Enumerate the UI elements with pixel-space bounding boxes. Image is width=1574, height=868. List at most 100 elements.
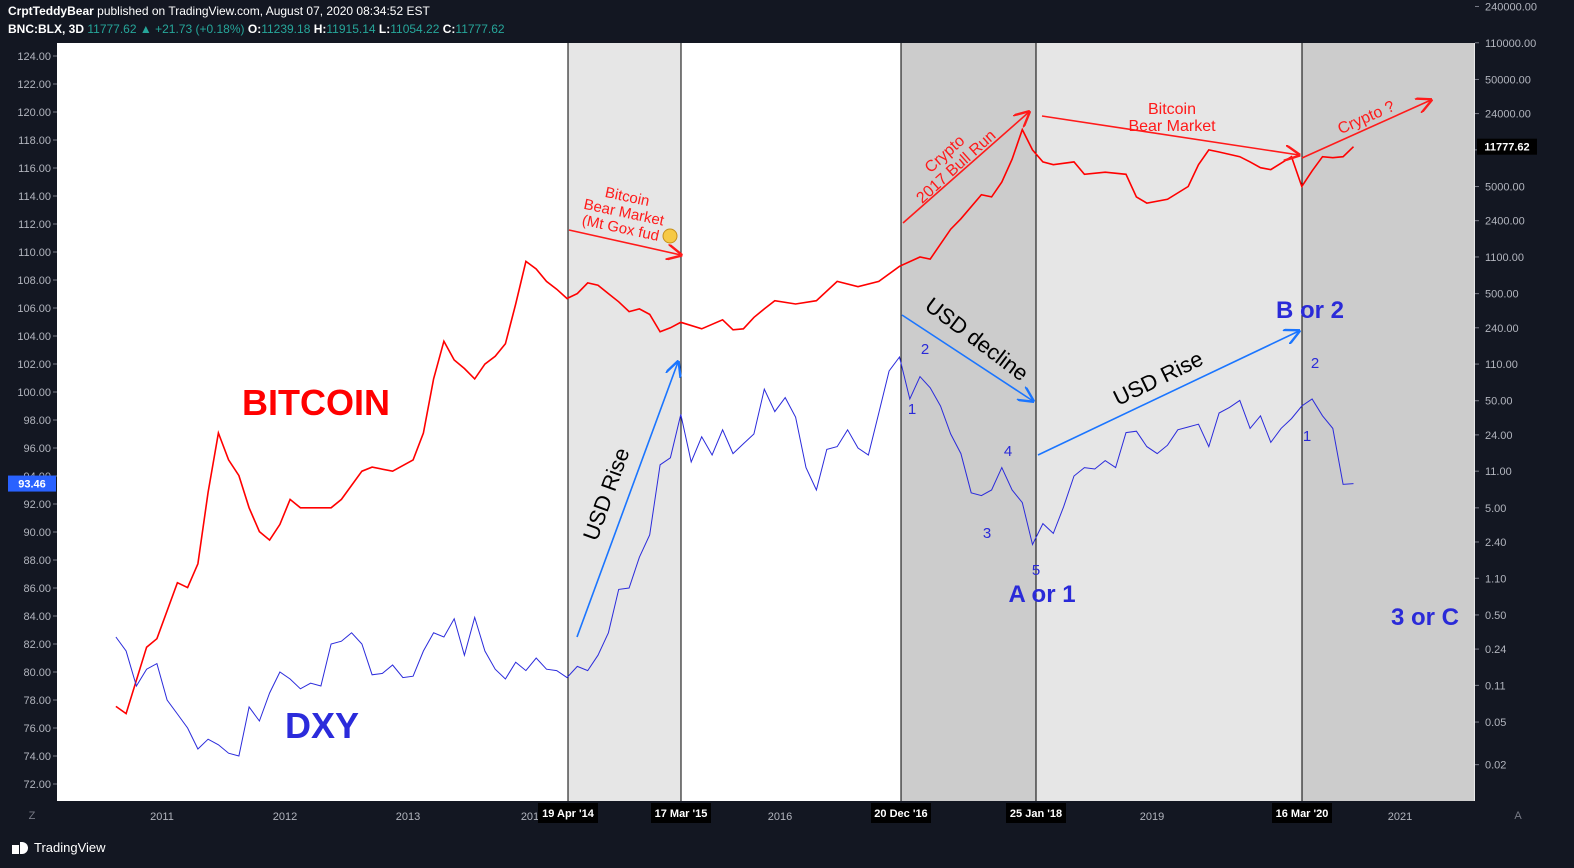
left-tick-label-19: 86.00 [23,583,51,595]
left-tick-label-11: 102.00 [17,359,51,371]
right-tick-label-11: 50.00 [1485,396,1513,408]
chart-area[interactable]: 1 24.00 122.00 120.00 118.00 116.00 114.00 112.… [0,0,1574,834]
left-tick-label-13: 98.00 [23,415,51,427]
arrow-crypto-question [1301,100,1431,159]
date-marker-label-4: 16 Mar '20 [1276,808,1329,820]
left-tick-label-3: 118.00 [18,135,51,147]
annotation-b-or-2: B or 2 [1276,297,1344,324]
open-value: 11239.18 [261,22,311,36]
x-tick-label-2: 2013 [396,811,420,823]
wave-label-4: 5 [1032,562,1040,579]
date-marker-label-1: 17 Mar '15 [655,808,708,820]
left-tick-label-4: 116.00 [18,163,51,175]
date-marker-label-0: 19 Apr '14 [542,808,595,820]
symbol[interactable]: BNC:BLX, 3D [8,22,85,36]
left-tick-label-18: 88.00 [23,555,51,567]
x-tick-label-0: 2011 [150,811,174,823]
left-tick-label-21: 82.00 [23,639,51,651]
left-tick-label-22: 80.00 [23,667,51,679]
left-tick-label-9: 106.00 [17,303,51,315]
wave-label-1: 2 [921,341,929,358]
left-tick-label-17: 90.00 [23,527,51,539]
right-tick-label-12: 24.00 [1485,430,1513,442]
up-arrow-icon: ▲ [139,22,152,36]
arrow-bitcoin-bear-2014 [568,229,681,255]
shaded-region-1 [568,43,681,801]
left-tick-label-20: 84.00 [23,611,51,623]
date-marker-box-0 [538,803,598,823]
left-tick-label-1: 122.00 [17,79,51,91]
tradingview-logo-icon [12,841,28,854]
left-tick-label-12: 100.00 [17,387,51,399]
arrow-usd-decline [901,314,1033,401]
left-tick-label-10: 104.00 [17,331,51,343]
right-tick-label-2: 50000.00 [1485,74,1531,86]
right-tick-label-17: 0.50 [1485,610,1506,622]
dxy-current-value: 93.46 [18,479,46,491]
right-tick-label-5: 5000.00 [1485,182,1525,194]
right-tick-label-0: 240000.00 [1485,1,1537,13]
x-tick-label-1: 2012 [273,811,297,823]
date-marker-box-3 [1006,803,1066,823]
left-tick-label-24: 76.00 [23,723,51,735]
tradingview-brand: TradingView [34,840,106,855]
published-text: published on TradingView.com, August 07,… [97,4,430,18]
dxy-series-line [115,355,1354,757]
left-tick-label-25: 74.00 [23,751,51,763]
right-tick-label-1: 110000.00 [1485,38,1536,50]
left-tick-label-2: 120.00 [17,107,51,119]
right-tick-label-21: 0.02 [1485,760,1506,772]
right-tick-label-6: 2400.00 [1485,216,1525,228]
annotation-bitcoin-bear-2018-line-1: Bear Market [1128,118,1216,135]
low-label: L: [378,22,391,36]
right-tick-label-13: 11.00 [1485,466,1512,478]
dxy-label: DXY [285,705,359,746]
publisher-name[interactable]: CrptTeddyBear [8,4,94,18]
annotation-3-or-c: 3 or C [1391,604,1459,631]
date-marker-label-2: 20 Dec '16 [874,808,927,820]
left-tick-label-23: 78.00 [23,695,51,707]
x-tick-label-3: 201 [521,811,539,823]
right-tick-label-3: 24000.00 [1485,109,1531,121]
wave-label-3: 4 [1004,443,1012,460]
z-button: Z [29,810,36,822]
wave-label-0: 1 [908,401,916,418]
footer [0,834,1574,868]
x-tick-label-5: 2019 [1140,811,1164,823]
left-tick-label-6: 112.00 [18,219,51,231]
date-marker-box-2 [871,803,931,823]
a-button: A [1514,810,1522,822]
bitcoin-current-box [1477,138,1537,155]
bitcoin-series-line [115,127,1355,715]
right-tick-label-20: 0.05 [1485,717,1506,729]
right-tick-label-18: 0.24 [1485,644,1506,656]
right-tick-label-19: 0.11 [1485,680,1506,692]
wave-label-5: 1 [1303,428,1311,445]
high-value: 11915.14 [326,22,376,36]
left-tick-label-16: 92.00 [23,499,51,511]
last-price: 11777.62 [87,22,137,36]
wave-label-6: 2 [1311,355,1319,372]
date-marker-box-4 [1272,803,1332,823]
close-value: 11777.62 [455,22,505,36]
date-marker-box-1 [651,803,711,823]
emoji-face-icon [662,228,678,244]
right-tick-label-9: 240.00 [1485,323,1519,335]
arrow-crypto-bull-2017 [902,112,1029,224]
symbol-line: BNC:BLX, 3D 11777.62 ▲ +21.73 (+0.18%) O… [8,22,505,36]
arrow-usd-rise-1 [576,362,678,638]
arrow-usd-rise-2 [1037,331,1299,456]
left-tick-label-5: 114.00 [18,191,51,203]
date-marker-label-3: 25 Jan '18 [1010,808,1062,820]
left-tick-label-14: 96.00 [23,443,51,455]
tradingview-logo[interactable]: TradingView [12,840,106,855]
arrow-bitcoin-bear-2018 [1041,115,1299,155]
left-tick-label-8: 108.00 [17,275,51,287]
annotation-bitcoin-bear-2018-line-0: Bitcoin [1148,101,1196,118]
bitcoin-current-value: 11777.62 [1484,142,1529,154]
right-tick-label-8: 500.00 [1485,289,1519,301]
right-tick-label-7: 1100.00 [1485,252,1524,264]
right-tick-label-16: 1.10 [1485,573,1506,585]
high-label: H: [313,22,327,36]
